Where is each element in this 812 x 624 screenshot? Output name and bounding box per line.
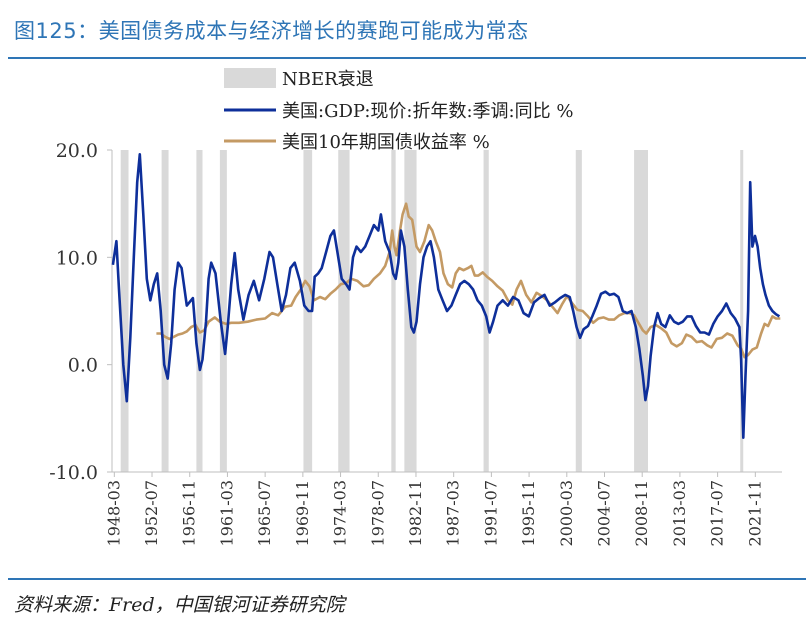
gdp-growth-line bbox=[111, 153, 781, 440]
recession-band bbox=[740, 150, 744, 472]
x-tick-label: 1961-03 bbox=[217, 480, 236, 546]
recession-band bbox=[120, 150, 129, 472]
recession-band bbox=[161, 150, 169, 472]
x-tick-label: 1991-07 bbox=[481, 480, 500, 546]
recession-band bbox=[219, 150, 227, 472]
x-tick-label: 1969-11 bbox=[293, 480, 312, 546]
legend-label-gdp: 美国:GDP:现价:折年数:季调:同比 % bbox=[282, 101, 573, 122]
y-tick-label: 0.0 bbox=[68, 355, 98, 377]
y-tick-label: 10.0 bbox=[56, 247, 98, 269]
x-tick-label: 2008-11 bbox=[632, 480, 651, 546]
legend-label-recession: NBER衰退 bbox=[282, 69, 374, 90]
x-tick-label: 2021-11 bbox=[745, 480, 764, 546]
x-tick-label: 1982-11 bbox=[406, 480, 425, 546]
recession-band bbox=[634, 150, 648, 472]
x-tick-label: 1965-07 bbox=[255, 480, 274, 546]
title-divider bbox=[8, 57, 806, 59]
recession-bands bbox=[120, 150, 744, 472]
source-note: 资料来源：Fred，中国银河证券研究院 bbox=[14, 594, 345, 616]
x-tick-label: 1978-07 bbox=[368, 480, 387, 546]
x-tick-label: 2017-07 bbox=[708, 480, 727, 546]
treasury-yield-line bbox=[156, 202, 781, 359]
x-tick-label: 1948-03 bbox=[104, 480, 123, 546]
x-tick-label: 2013-03 bbox=[670, 480, 689, 546]
x-tick-label: 1956-11 bbox=[180, 480, 199, 546]
x-tick-label: 1952-07 bbox=[142, 480, 161, 546]
series-lines bbox=[111, 153, 781, 440]
chart-title: 图125：美国债务成本与经济增长的赛跑可能成为常态 bbox=[14, 19, 529, 43]
recession-band bbox=[196, 150, 203, 472]
x-tick-label: 1974-03 bbox=[331, 480, 350, 546]
recession-band bbox=[391, 150, 396, 472]
x-tick-label: 2000-03 bbox=[557, 480, 576, 546]
recession-band bbox=[338, 150, 350, 472]
legend-swatch-recession bbox=[224, 68, 276, 88]
y-tick-label: 20.0 bbox=[56, 140, 98, 162]
recession-band bbox=[483, 150, 489, 472]
x-tick-label: 1987-03 bbox=[444, 480, 463, 546]
x-tick-label: 2004-07 bbox=[594, 480, 613, 546]
legend-label-treasury: 美国10年期国债收益率 % bbox=[282, 132, 490, 153]
footer-divider bbox=[8, 578, 806, 580]
x-tick-label: 1995-11 bbox=[519, 480, 538, 546]
axes: -10.0 0.0 10.0 20.0 1948-03 1952-07 1956-11 196… bbox=[49, 140, 782, 546]
y-tick-label: -10.0 bbox=[49, 462, 98, 484]
chart-area: -10.0 0.0 10.0 20.0 1948-03 1952-07 1956-11 196… bbox=[49, 68, 782, 546]
